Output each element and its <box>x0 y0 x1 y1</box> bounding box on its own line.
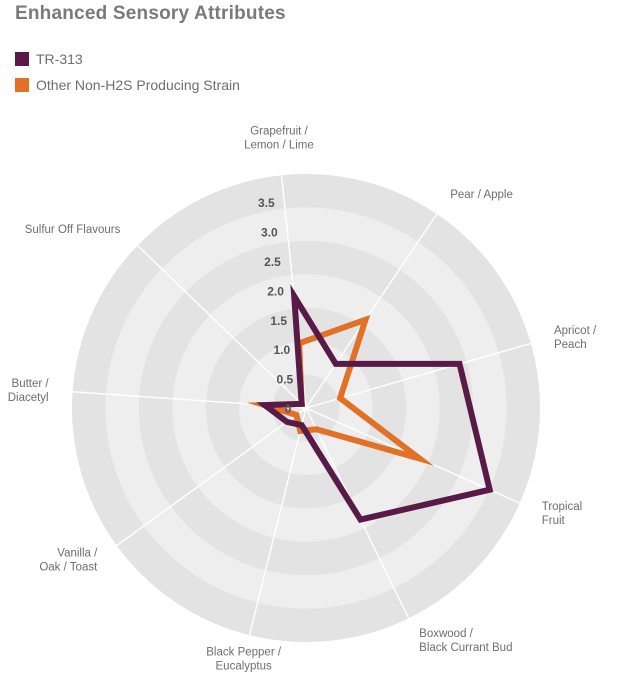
axis-tick-label: 0.5 <box>277 373 294 387</box>
axis-tick-label: 1.5 <box>270 314 287 328</box>
category-label: Vanilla / Oak / Toast <box>39 548 98 574</box>
legend-item-other-strain: Other Non-H2S Producing Strain <box>15 72 240 98</box>
category-label: Black Pepper / Eucalyptus <box>206 646 282 672</box>
axis-tick-label: 3.0 <box>261 226 278 240</box>
grid-spoke <box>248 407 307 636</box>
legend-label-other-strain: Other Non-H2S Producing Strain <box>36 77 240 93</box>
category-label: Boxwood / Black Currant Bud <box>419 628 512 654</box>
legend-item-tr313: TR-313 <box>15 46 240 72</box>
legend-swatch-tr313 <box>15 52 29 66</box>
grid-spoke <box>137 244 307 409</box>
axis-tick-label: 2.0 <box>267 284 284 298</box>
category-label: Butter / Diacetyl <box>8 378 50 404</box>
category-label: Tropical Fruit <box>542 501 582 527</box>
legend: TR-313 Other Non-H2S Producing Strain <box>15 46 240 98</box>
category-label: Grapefruit / Lemon / Lime <box>244 125 314 151</box>
axis-tick-label: 2.5 <box>264 255 281 269</box>
axis-tick-label: 0 <box>285 402 292 416</box>
legend-swatch-other-strain <box>15 78 29 92</box>
category-label: Pear / Apple <box>450 189 513 201</box>
series-line-tr313 <box>256 284 494 524</box>
category-label: Sulfur Off Flavours <box>25 224 121 236</box>
axis-tick-label: 3.5 <box>258 196 275 210</box>
grid-spoke <box>305 213 438 409</box>
legend-label-tr313: TR-313 <box>36 51 83 67</box>
chart-title: Enhanced Sensory Attributes <box>15 3 286 24</box>
category-label: Apricot / Peach <box>554 325 597 351</box>
grid-spoke <box>116 407 307 547</box>
axis-tick-label: 1.0 <box>273 343 290 357</box>
